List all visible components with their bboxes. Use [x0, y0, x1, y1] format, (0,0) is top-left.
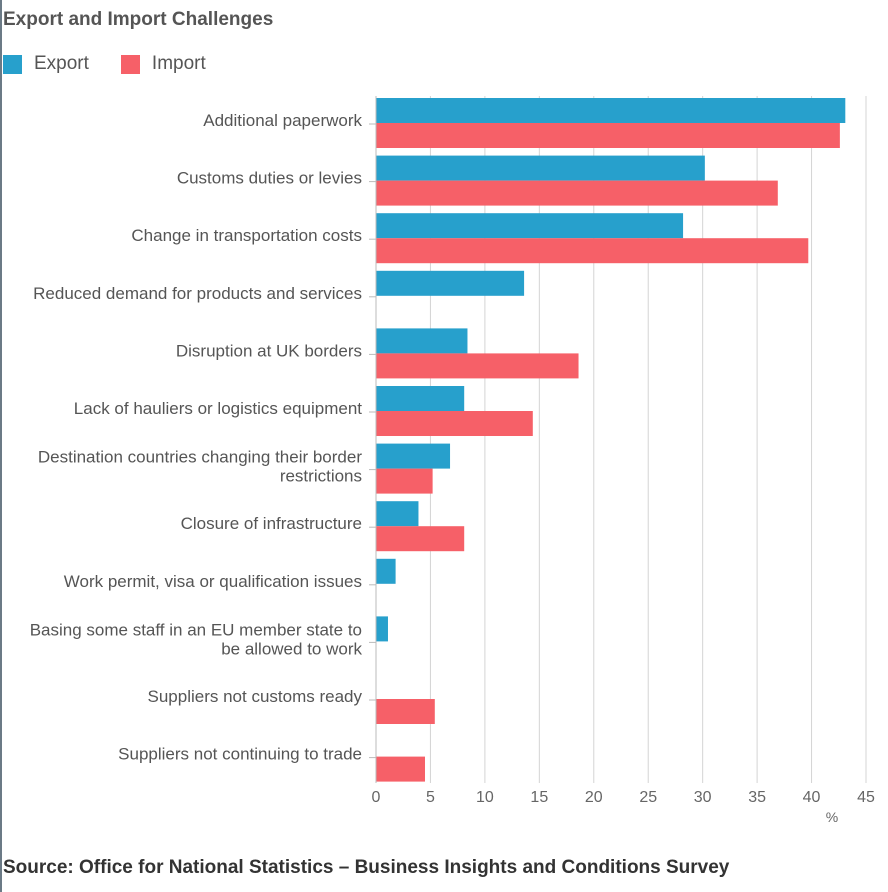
left-border: [0, 0, 2, 892]
legend-item-import[interactable]: Import: [120, 53, 206, 75]
x-tick-label-25: 25: [639, 789, 657, 806]
category-label-9: Basing some staff in an EU member state …: [30, 620, 363, 658]
bar-import-4: [376, 353, 579, 379]
x-tick-label-35: 35: [748, 789, 766, 806]
bar-import-6: [376, 468, 433, 494]
chart-title: Export and Import Challenges: [3, 9, 274, 30]
category-label-6: Destination countries changing their bor…: [38, 448, 362, 486]
category-label-11: Suppliers not continuing to trade: [118, 745, 362, 764]
category-label-line: be allowed to work: [221, 639, 362, 658]
legend-swatch-import: [120, 54, 140, 74]
x-tick-label-5: 5: [426, 789, 435, 806]
bar-import-7: [376, 526, 465, 552]
x-unit-label: %: [826, 809, 838, 825]
bar-import-5: [376, 411, 533, 436]
category-label-1: Customs duties or levies: [177, 169, 362, 188]
legend-label-export: Export: [34, 53, 89, 74]
bar-import-10: [376, 699, 435, 724]
x-tick-label-15: 15: [530, 789, 548, 806]
x-tick-label-45: 45: [857, 789, 875, 806]
bar-export-4: [376, 328, 468, 354]
bar-export-6: [376, 443, 451, 469]
bar-chart: Additional paperwork Customs duties or le…: [30, 96, 875, 825]
bar-export-5: [376, 386, 465, 411]
category-label-7: Closure of infrastructure: [181, 514, 362, 533]
category-label-3: Reduced demand for products and services: [33, 284, 362, 303]
category-label-line: Basing some staff in an EU member state …: [30, 620, 362, 639]
category-label-8: Work permit, visa or qualification issue…: [64, 572, 362, 591]
category-label-10: Suppliers not customs ready: [148, 687, 363, 706]
bar-import-11: [376, 756, 425, 782]
x-tick-label-30: 30: [694, 789, 712, 806]
category-label-2: Change in transportation costs: [131, 226, 362, 245]
x-tick-label-10: 10: [476, 789, 494, 806]
bar-export-7: [376, 501, 419, 527]
x-tick-label-20: 20: [585, 789, 603, 806]
bar-export-3: [376, 270, 525, 296]
x-tick-label-0: 0: [372, 789, 381, 806]
bar-import-1: [376, 180, 778, 206]
legend-label-import: Import: [151, 53, 206, 74]
bar-export-9: [376, 616, 388, 642]
bar-import-0: [376, 123, 840, 148]
legend-swatch-export: [3, 54, 22, 74]
category-label-line: restrictions: [280, 467, 362, 486]
x-tick-label-40: 40: [803, 789, 821, 806]
category-label-5: Lack of hauliers or logistics equipment: [74, 399, 362, 418]
bar-export-0: [376, 98, 846, 123]
category-label-0: Additional paperwork: [203, 111, 362, 130]
bar-export-1: [376, 155, 705, 181]
legend: Export Import: [3, 53, 238, 75]
bar-import-2: [376, 238, 809, 264]
legend-item-export[interactable]: Export: [3, 53, 89, 75]
bar-export-8: [376, 558, 396, 584]
bar-export-2: [376, 213, 684, 239]
source-note: Source: Office for National Statistics –…: [3, 857, 730, 878]
category-label-4: Disruption at UK borders: [176, 341, 362, 360]
category-label-line: Destination countries changing their bor…: [38, 448, 362, 467]
